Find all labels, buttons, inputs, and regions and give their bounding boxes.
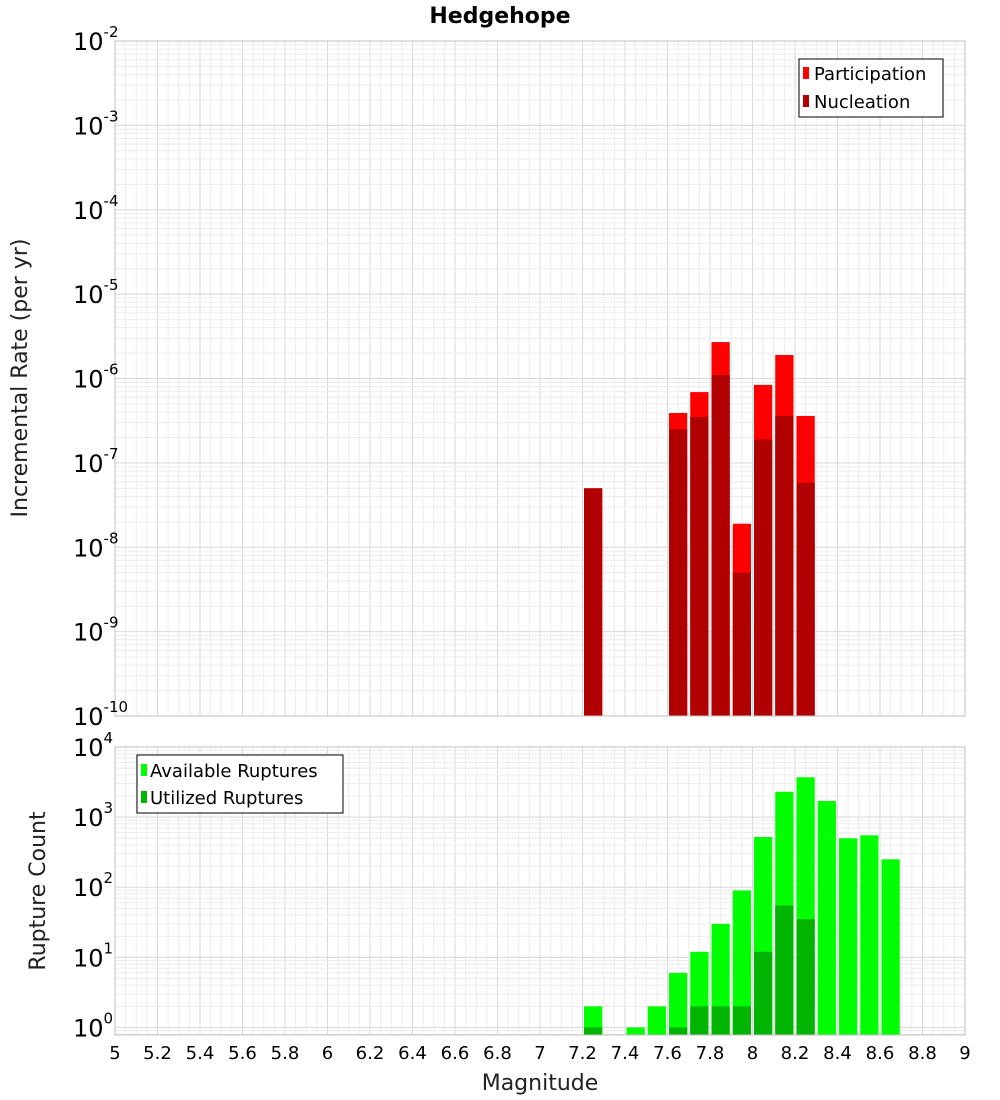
x-tick-label: 5.2 [143, 1043, 172, 1064]
bottom-bar-available-ruptures [669, 972, 688, 1035]
bottom-y-tick-label: 100 [73, 1009, 113, 1042]
x-tick-label: 6.2 [356, 1043, 385, 1064]
top-y-tick-label: 10-9 [73, 614, 119, 647]
top-bar-nucleation [796, 482, 815, 716]
x-tick-label: 6.4 [398, 1043, 427, 1064]
top-y-tick-label: 10-3 [73, 107, 119, 140]
x-tick-label: 6.8 [483, 1043, 512, 1064]
top-y-tick-labels: 10-2 10-3 10-4 10-5 10-6 10-7 10-8 10-9 10-10 [73, 23, 128, 731]
bottom-bar-utilized-ruptures [796, 919, 815, 1035]
x-tick-label: 7 [534, 1043, 545, 1064]
bottom-bar-utilized-ruptures [690, 1006, 709, 1035]
bottom-bar-available-ruptures [839, 838, 858, 1035]
x-tick-label: 8.6 [866, 1043, 895, 1064]
chart-title: Hedgehope [429, 4, 570, 29]
bottom-bar-utilized-ruptures [754, 951, 773, 1035]
bottom-y-tick-label: 104 [73, 729, 113, 762]
top-y-tick-label: 10-2 [73, 23, 119, 56]
top-panel: 10-2 10-3 10-4 10-5 10-6 10-7 10-8 10-9 10-10 In… [8, 23, 966, 731]
x-tick-label: 8.8 [908, 1043, 937, 1064]
top-grid [115, 41, 965, 716]
x-tick-label: 5 [109, 1043, 120, 1064]
bottom-bar-utilized-ruptures [584, 1027, 603, 1035]
legend-label-available-ruptures: Available Ruptures [150, 761, 318, 782]
top-y-tick-label: 10-8 [73, 529, 119, 562]
bottom-y-tick-label: 102 [73, 869, 113, 902]
top-bar-nucleation [584, 488, 603, 716]
top-y-axis-label: Incremental Rate (per yr) [8, 239, 33, 518]
top-y-tick-label: 10-5 [73, 276, 119, 309]
top-bar-nucleation [732, 572, 751, 716]
top-y-tick-label: 10-10 [73, 698, 128, 731]
bottom-bar-available-ruptures [647, 1006, 666, 1035]
bottom-y-tick-label: 103 [73, 799, 113, 832]
bottom-bar-available-ruptures [626, 1027, 645, 1035]
x-tick-label: 5.6 [228, 1043, 257, 1064]
x-axis-label: Magnitude [482, 1071, 599, 1096]
x-tick-label: 7.8 [696, 1043, 725, 1064]
top-bar-nucleation [669, 429, 688, 716]
bottom-bar-available-ruptures [817, 800, 836, 1035]
top-bar-nucleation [690, 416, 709, 716]
bottom-y-tick-label: 101 [73, 939, 113, 972]
x-tick-label: 7.2 [568, 1043, 597, 1064]
top-bar-nucleation [754, 439, 773, 716]
x-tick-label: 8.2 [781, 1043, 810, 1064]
top-legend-box [798, 58, 944, 118]
top-bar-nucleation [711, 375, 730, 716]
x-tick-label: 7.4 [611, 1043, 640, 1064]
top-plot-border [114, 40, 966, 717]
top-bar-nucleation [775, 415, 794, 716]
top-y-tick-label: 10-6 [73, 361, 119, 394]
bottom-bar-utilized-ruptures [711, 1006, 730, 1035]
top-y-tick-label: 10-7 [73, 445, 119, 478]
x-tick-labels: 5 5.2 5.4 5.6 5.8 6 6.2 6.4 6.6 6.8 7 7.2 7.4 7.6 7.8 8… [109, 1043, 970, 1064]
bottom-y-tick-labels: 104 103 102 101 100 [73, 729, 113, 1042]
x-tick-label: 6.6 [441, 1043, 470, 1064]
top-y-tick-label: 10-4 [73, 192, 119, 225]
bottom-bar-available-ruptures [732, 890, 751, 1035]
legend-label-participation: Participation [814, 64, 926, 85]
x-tick-label: 5.4 [186, 1043, 215, 1064]
legend-label-utilized-ruptures: Utilized Ruptures [150, 788, 303, 809]
x-tick-label: 7.6 [653, 1043, 682, 1064]
bottom-bar-available-ruptures [881, 859, 900, 1035]
legend-swatch-utilized-ruptures [141, 791, 147, 803]
bottom-legend: Available Ruptures Utilized Ruptures [136, 754, 344, 814]
bottom-bar-utilized-ruptures [669, 1027, 688, 1035]
legend-label-nucleation: Nucleation [814, 92, 910, 113]
x-tick-label: 8.4 [823, 1043, 852, 1064]
x-tick-label: 5.8 [271, 1043, 300, 1064]
x-tick-label: 6 [322, 1043, 333, 1064]
bottom-y-axis-label: Rupture Count [26, 811, 51, 971]
bottom-bar-available-ruptures [860, 835, 879, 1035]
x-tick-label: 9 [959, 1043, 970, 1064]
bottom-plot-border [114, 746, 966, 1036]
bottom-bar-utilized-ruptures [732, 1006, 751, 1035]
bottom-bar-utilized-ruptures [775, 905, 794, 1035]
legend-swatch-participation [803, 67, 809, 79]
x-tick-label: 8 [747, 1043, 758, 1064]
legend-swatch-available-ruptures [141, 764, 147, 776]
top-bars [584, 342, 815, 716]
legend-swatch-nucleation [803, 95, 809, 107]
bottom-legend-box [136, 754, 344, 814]
bottom-bars [584, 777, 900, 1035]
top-legend: Participation Nucleation [798, 58, 944, 118]
bottom-panel: 104 103 102 101 100 5 5.2 5.4 5.6 5.8 6 6.2 6.4 6.6 6… [26, 729, 971, 1096]
